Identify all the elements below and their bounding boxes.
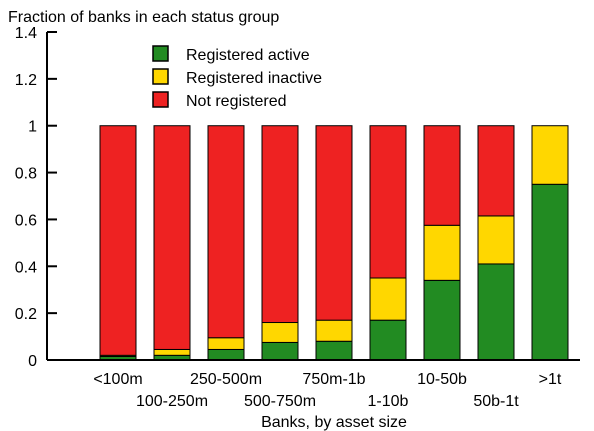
bar-segment-registered-active: [261, 341, 299, 361]
bar-segment-registered-inactive: [261, 322, 299, 343]
bar-segment-not-registered: [369, 125, 407, 279]
legend: Registered active Registered inactive Not …: [152, 45, 322, 110]
bar-segment-registered-active: [369, 319, 407, 361]
x-tick-label: 1-10b: [368, 393, 409, 410]
bar-segment-registered-inactive: [423, 224, 461, 281]
x-tick-label: 100-250m: [136, 393, 208, 410]
bar-segment-registered-inactive: [369, 277, 407, 321]
bar-segment-not-registered: [477, 125, 515, 217]
bar-segment-not-registered: [153, 125, 191, 350]
legend-swatch: [152, 45, 169, 62]
y-tick-label: 1.2: [15, 72, 37, 89]
bar-segment-registered-active: [531, 183, 569, 361]
x-tick-label: 250-500m: [190, 371, 262, 388]
legend-label: Registered active: [186, 47, 310, 64]
y-tick-label: 0: [28, 353, 37, 370]
bars: [99, 125, 569, 361]
y-tick-label: 0.6: [15, 212, 37, 229]
x-tick-label: >1t: [539, 371, 562, 388]
x-tick-label: <100m: [93, 371, 142, 388]
legend-swatch: [152, 91, 169, 108]
x-tick-label: 10-50b: [417, 371, 467, 388]
bar-segment-not-registered: [315, 125, 353, 321]
x-tick-label: 50b-1t: [473, 393, 519, 410]
chart-title: Fraction of banks in each status group: [8, 9, 279, 26]
y-axis-ticks: 0 0.2 0.4 0.6 0.8 1 1.2 1.4: [15, 25, 57, 370]
x-axis-label: Banks, by asset size: [261, 414, 407, 431]
y-tick-label: 0.4: [15, 259, 37, 276]
x-tick-label: 750m-1b: [302, 371, 365, 388]
bar-segment-registered-active: [315, 340, 353, 361]
y-tick-label: 1.4: [15, 25, 37, 42]
bar-segment-registered-active: [423, 279, 461, 361]
y-tick-label: 0.2: [15, 306, 37, 323]
x-tick-label: 500-750m: [244, 393, 316, 410]
legend-swatch: [152, 68, 169, 85]
y-tick-label: 1: [28, 119, 37, 136]
bar-segment-registered-inactive: [315, 319, 353, 342]
legend-label: Not registered: [186, 93, 287, 110]
bar-segment-not-registered: [423, 125, 461, 226]
bar-segment-not-registered: [207, 125, 245, 339]
bar-segment-registered-inactive: [207, 337, 245, 350]
bar-segment-registered-inactive: [153, 348, 191, 356]
x-axis-tick-labels: <100m 100-250m 250-500m 500-750m 750m-1b1-10…: [93, 371, 562, 410]
bar-segment-registered-inactive: [531, 125, 569, 185]
bar-segment-registered-active: [477, 263, 515, 361]
bar-segment-registered-active: [207, 348, 245, 361]
bar-segment-not-registered: [261, 125, 299, 324]
bar-segment-registered-inactive: [477, 215, 515, 265]
legend-label: Registered inactive: [186, 70, 322, 87]
bar-segment-not-registered: [99, 125, 137, 356]
y-tick-label: 0.8: [15, 166, 37, 183]
